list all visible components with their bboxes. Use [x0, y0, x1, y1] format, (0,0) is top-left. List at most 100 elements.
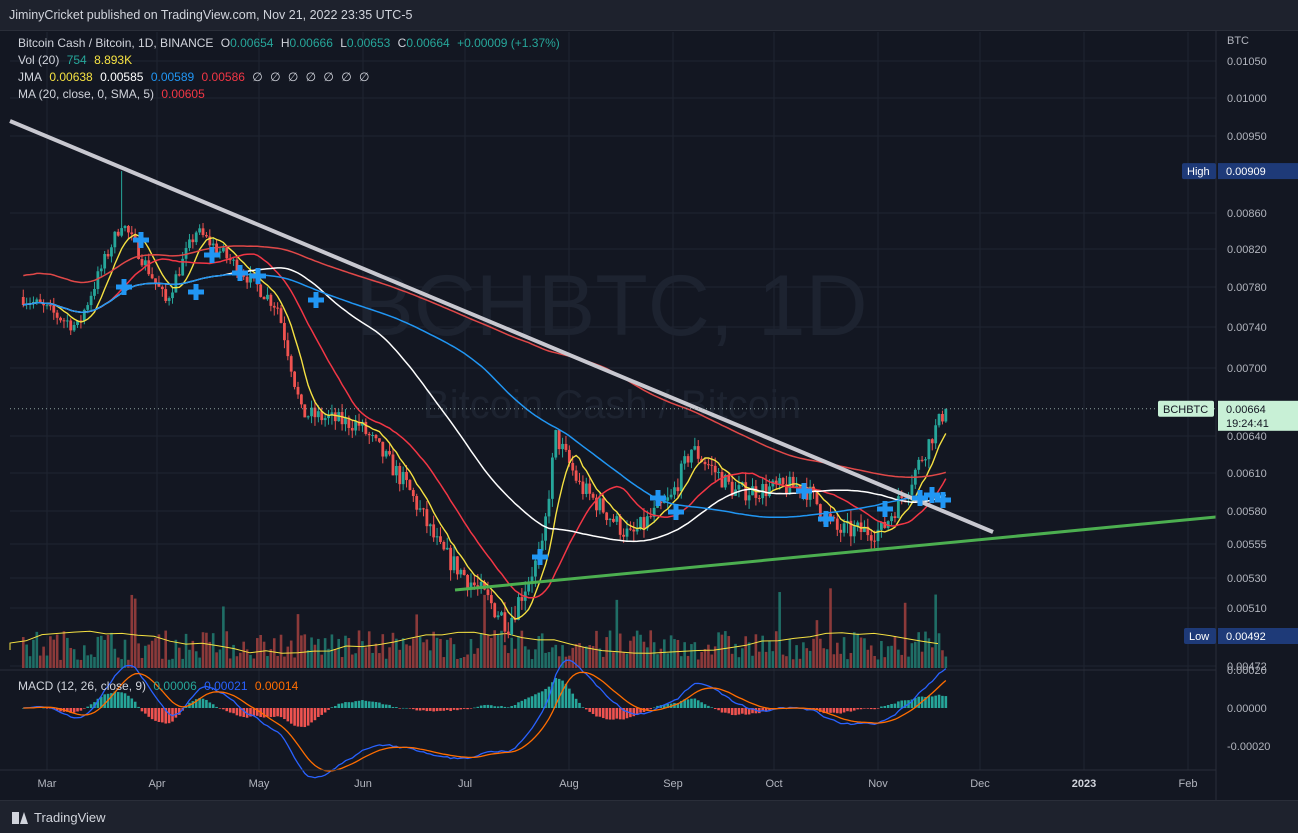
macd-bar — [849, 708, 853, 712]
candle-body — [659, 501, 663, 504]
last-value: 0.00664 — [1226, 404, 1266, 416]
volume-bar — [398, 649, 402, 668]
volume-bar — [469, 639, 473, 668]
signal-cross-v — [929, 487, 935, 503]
macd-bar — [469, 708, 473, 709]
macd-bar — [764, 708, 768, 712]
macd-bar — [191, 701, 195, 708]
candle-body — [59, 317, 62, 321]
macd-bar — [296, 708, 300, 727]
candle-body — [747, 495, 751, 501]
volume-bar — [937, 633, 941, 668]
volume-bar — [442, 657, 446, 668]
macd-bar — [679, 700, 683, 708]
macd-bar — [361, 700, 364, 708]
candle-body — [679, 463, 683, 492]
macd-bar — [154, 708, 157, 721]
volume-bar — [588, 645, 591, 668]
candle-body — [686, 456, 690, 463]
candle-body — [272, 305, 276, 308]
candle-body — [333, 412, 337, 422]
volume-bar — [842, 637, 846, 668]
macd-bar — [520, 700, 524, 708]
y-tick-label: 0.00530 — [1227, 573, 1267, 585]
low-tag-value: 0.00492 — [1226, 631, 1266, 643]
volume-bar — [357, 630, 361, 668]
volume-bar — [32, 639, 35, 668]
macd-bar — [686, 699, 690, 708]
x-tick-label: Nov — [868, 778, 888, 790]
candle-body — [517, 597, 520, 620]
candle-body — [218, 251, 222, 253]
volume-bar — [568, 655, 571, 668]
volume-bar — [734, 643, 737, 668]
volume-bar — [612, 652, 615, 668]
candle-body — [167, 298, 171, 301]
candle-body — [184, 247, 188, 259]
volume-bar — [425, 639, 429, 668]
signal-line — [23, 671, 947, 772]
x-tick-label: 2023 — [1072, 778, 1096, 790]
y-tick-label: 0.00700 — [1227, 363, 1267, 375]
volume-ma-line — [9, 630, 939, 654]
volume-bar — [354, 653, 357, 668]
volume-bar — [693, 642, 697, 668]
macd-bar — [215, 706, 218, 708]
volume-bar — [249, 654, 252, 668]
candle-body — [764, 483, 768, 497]
volume-bar — [289, 640, 293, 668]
volume-bar — [350, 654, 354, 668]
macd-bar — [120, 692, 123, 708]
candle-body — [99, 268, 103, 272]
macd-bar — [184, 706, 188, 708]
candle-body — [235, 259, 239, 274]
candle-body — [310, 407, 313, 417]
candle-body — [181, 258, 185, 276]
candle-body — [127, 225, 130, 233]
legend-macd-3: 0.00014 — [254, 679, 299, 693]
candle-body — [120, 228, 124, 236]
macd-bar — [493, 706, 497, 708]
macd-bar — [656, 705, 659, 708]
macd-bar — [401, 707, 405, 709]
volume-bar — [598, 648, 602, 668]
candle-body — [601, 498, 605, 513]
volume-bar — [157, 634, 161, 668]
y-tick-label: 0.00950 — [1227, 131, 1267, 143]
macd-bar — [144, 708, 147, 714]
volume-bar — [320, 654, 324, 668]
candle-body — [96, 271, 100, 289]
volume-bar — [208, 641, 212, 668]
candle-body — [554, 430, 558, 458]
volume-bars — [21, 588, 948, 668]
y-tick-label: 0.00780 — [1227, 282, 1267, 294]
macd-bar — [83, 708, 86, 709]
macd-bar — [530, 696, 534, 708]
volume-bar — [167, 659, 171, 668]
candle-body — [618, 516, 622, 535]
candle-body — [774, 480, 778, 485]
candle-body — [378, 438, 381, 442]
macd-bar — [208, 702, 212, 708]
volume-bar — [86, 655, 90, 668]
signal-cross-v — [121, 279, 127, 295]
tradingview-logo[interactable]: TradingView — [12, 810, 106, 825]
candle-body — [669, 494, 673, 498]
legend-vol-1: 754 — [66, 53, 87, 67]
macd-bar — [574, 698, 578, 708]
macd-bar — [561, 680, 564, 708]
macd-bar — [859, 708, 863, 710]
volume-bar — [581, 646, 585, 668]
candle-body — [652, 507, 656, 517]
volume-bar — [893, 636, 897, 668]
symbol-tag-bg — [1158, 400, 1214, 417]
macd-bar — [910, 699, 914, 708]
candle-body — [286, 340, 290, 357]
candle-body — [171, 292, 174, 299]
candle-body — [506, 631, 510, 635]
macd-bar — [581, 707, 585, 708]
volume-bar — [764, 651, 768, 668]
macd-bar — [350, 702, 354, 708]
candle-body — [225, 247, 229, 259]
